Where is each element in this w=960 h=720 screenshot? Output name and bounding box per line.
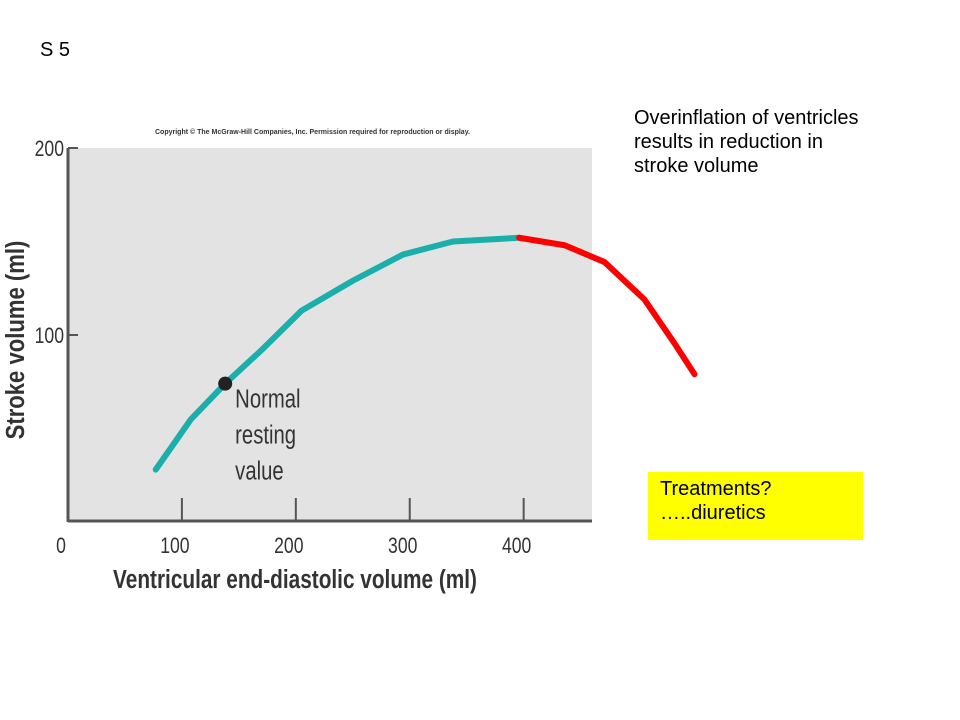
data-line	[516, 234, 698, 378]
y-tick-label: 200	[35, 137, 64, 161]
x-tick-label: 0	[56, 534, 66, 558]
x-axis-label: Ventricular end-diastolic volume (ml)	[113, 565, 477, 594]
x-tick-label: 200	[274, 534, 303, 558]
marker-label: Normal	[235, 384, 300, 413]
x-tick-label: 100	[160, 534, 189, 558]
x-tick-label: 300	[388, 534, 417, 558]
callout: Treatments? …..diuretics	[648, 472, 863, 540]
marker-label: resting	[235, 420, 296, 449]
y-axis-label: Stroke volume (ml)	[1, 241, 30, 440]
callout-line: Treatments?	[660, 478, 772, 500]
y-tick-label: 100	[35, 324, 64, 348]
note: Overinflation of ventricles results in r…	[634, 107, 859, 177]
marker-label: value	[235, 456, 283, 485]
copyright: Copyright © The McGraw-Hill Companies, I…	[155, 128, 470, 136]
x-tick-label: 400	[502, 534, 531, 558]
slide-number: S 5	[40, 39, 71, 61]
callout-line: …..diuretics	[660, 502, 766, 524]
resting-point	[218, 376, 233, 391]
data-line	[152, 234, 523, 473]
plot-area	[68, 148, 592, 520]
